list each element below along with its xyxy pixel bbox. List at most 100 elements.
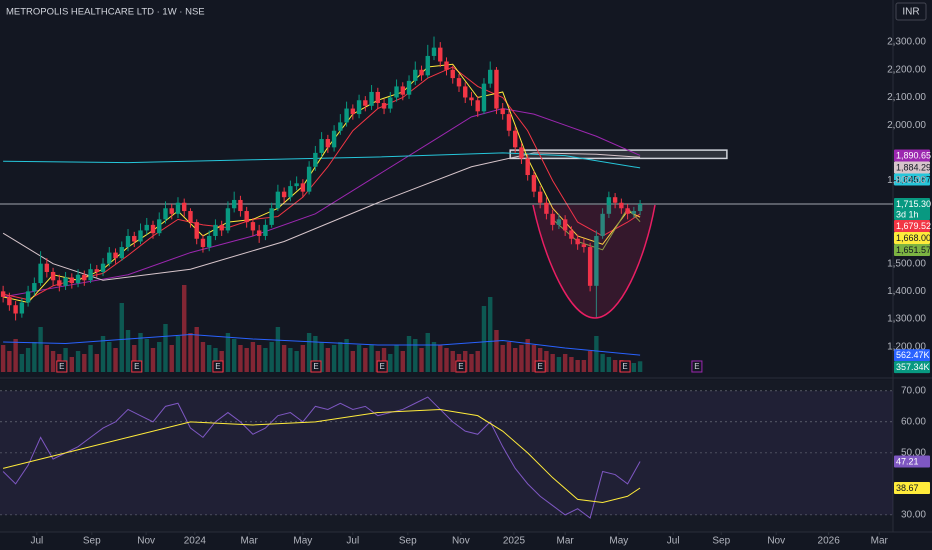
candle-body	[119, 247, 124, 259]
resistance-zone	[509, 149, 728, 160]
rsi-line	[2, 396, 641, 519]
currency[interactable]: INR	[902, 7, 919, 18]
x-tick-label: Jul	[346, 536, 359, 547]
rsi-tick-label: 70.00	[901, 385, 926, 396]
candle-body	[38, 263, 43, 284]
earnings-marker	[212, 360, 224, 373]
volume-bar	[475, 351, 480, 372]
volume-bar	[319, 342, 324, 372]
volume-bar	[256, 345, 262, 372]
volume-bar	[531, 345, 537, 372]
earnings-marker	[131, 360, 143, 373]
earnings-label: E	[380, 362, 385, 371]
y-tick-label: 1,800.00	[887, 175, 926, 186]
volume-badge-bg	[894, 361, 930, 374]
candle-body	[481, 83, 487, 112]
volume-bar	[113, 348, 118, 372]
volume-bar	[438, 345, 443, 372]
earnings-label: E	[694, 362, 699, 371]
x-tick-label: Sep	[399, 536, 417, 547]
volume-bar	[469, 354, 474, 372]
candle-body	[107, 252, 112, 264]
candle-body	[88, 269, 93, 281]
candle-body	[406, 80, 412, 95]
candle-body	[375, 91, 381, 104]
volume-bar	[481, 306, 487, 372]
candle-body	[313, 152, 318, 167]
x-tick-label: 2024	[184, 536, 207, 547]
candle-body	[344, 108, 349, 123]
volume-bar	[600, 354, 605, 372]
earnings-marker	[56, 360, 68, 373]
candle-body	[194, 222, 199, 239]
candle-body	[7, 296, 12, 306]
volume-bar	[169, 345, 174, 372]
candle-body	[569, 230, 574, 239]
volume-bar	[431, 342, 437, 372]
volume-bar	[38, 327, 43, 372]
volume-bar	[213, 348, 218, 372]
candle-body	[300, 183, 306, 192]
volume-bar	[32, 342, 37, 372]
candle-body	[32, 283, 37, 292]
candle-body	[175, 202, 181, 214]
volume-bar	[144, 339, 149, 372]
earnings-marker	[455, 360, 467, 373]
candle-body	[575, 238, 580, 245]
volume-bar	[200, 342, 206, 372]
volume-bar	[562, 354, 568, 372]
x-tick-label: Jul	[30, 536, 43, 547]
candle-body	[525, 158, 530, 176]
y-tick-label: 1,400.00	[887, 286, 926, 297]
earnings-label: E	[458, 362, 463, 371]
volume-bar	[575, 360, 580, 372]
volume-bar	[606, 357, 612, 372]
currency-box[interactable]	[895, 2, 927, 21]
volume-bar	[107, 342, 112, 372]
candle-body	[288, 186, 293, 198]
volume-bar	[269, 342, 274, 372]
y-tick-label: 1,300.00	[887, 314, 926, 325]
volume-bar	[500, 345, 505, 372]
candle-body	[562, 219, 568, 231]
volume-bar	[157, 342, 162, 372]
candle-body	[594, 235, 599, 286]
volume-bar	[313, 336, 318, 372]
volume-bar	[331, 345, 337, 372]
candle-body	[206, 235, 212, 248]
volume-bar	[132, 345, 137, 372]
volume-bar	[556, 357, 562, 372]
candle-body	[100, 263, 106, 272]
earnings-marker	[310, 360, 322, 373]
volume-bar	[138, 333, 143, 372]
volume-bar	[612, 360, 618, 372]
candle-body	[13, 305, 18, 314]
moving-average	[3, 66, 641, 301]
volume-bar	[100, 336, 106, 372]
candle-body	[182, 202, 187, 212]
earnings-marker	[534, 360, 546, 373]
volume-bar	[275, 327, 281, 372]
candle-body	[350, 108, 356, 115]
candle-body	[163, 208, 168, 220]
volume-bar	[525, 339, 530, 372]
earnings-label: E	[537, 362, 542, 371]
volume-bar	[19, 354, 25, 372]
volume-bar	[325, 348, 331, 372]
volume-bar	[69, 357, 75, 372]
candle-body	[200, 238, 206, 248]
volume-bar	[125, 330, 131, 372]
rsi-layer: 70.00 60.00 50.00 30.00	[0, 385, 926, 521]
candle-body	[519, 147, 524, 159]
candle-body	[512, 130, 518, 148]
candle-body	[44, 263, 50, 272]
x-tick-label: Mar	[557, 536, 575, 547]
volume-bar	[369, 345, 374, 372]
volume-bar	[63, 348, 68, 372]
rsi-ma-line	[3, 408, 641, 503]
candle-body	[444, 61, 449, 70]
volume-bar	[637, 361, 643, 372]
volume-bar	[413, 339, 418, 372]
volume-bar	[182, 285, 187, 372]
